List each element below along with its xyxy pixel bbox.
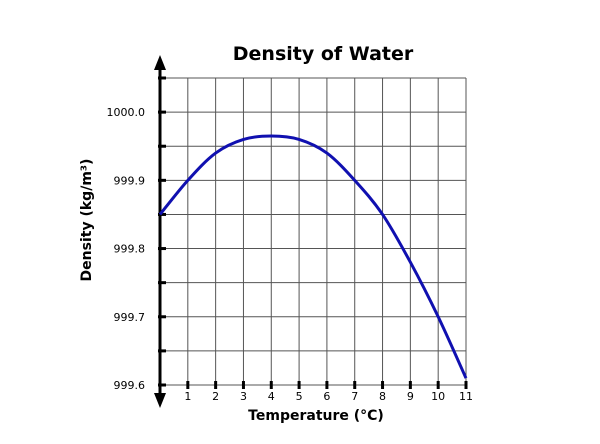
x-tick-label: 2 <box>212 390 219 403</box>
grid <box>160 77 467 386</box>
x-tick-label: 1 <box>184 390 191 403</box>
series-line-density <box>158 134 468 379</box>
axes <box>154 55 166 408</box>
x-tick-label: 8 <box>379 390 386 403</box>
x-tick-label: 9 <box>407 390 414 403</box>
y-axis-arrow-down <box>154 393 166 408</box>
y-axis-label: Density (kg/m³) <box>79 159 95 282</box>
ticks: 1 2 3 4 5 6 7 8 9 10 11 999.6 999.7 999.8 999.9 1000.0 <box>107 76 473 403</box>
chart-title: Density of Water <box>233 43 414 65</box>
y-tick-label: 999.6 <box>114 379 146 392</box>
x-tick-label: 10 <box>431 390 445 403</box>
y-tick-label: 999.9 <box>114 174 146 187</box>
series <box>158 134 468 379</box>
y-tick-label: 999.7 <box>114 311 146 324</box>
y-tick-label: 1000.0 <box>107 106 146 119</box>
y-tick-label: 999.8 <box>114 243 146 256</box>
x-axis-label: Temperature (°C) <box>248 408 384 424</box>
x-tick-label: 7 <box>351 390 358 403</box>
x-tick-label: 11 <box>459 390 473 403</box>
x-tick-label: 3 <box>240 390 247 403</box>
x-tick-label: 6 <box>323 390 330 403</box>
x-tick-label: 4 <box>268 390 275 403</box>
y-axis-arrow-up <box>154 55 166 70</box>
x-tick-label: 5 <box>296 390 303 403</box>
